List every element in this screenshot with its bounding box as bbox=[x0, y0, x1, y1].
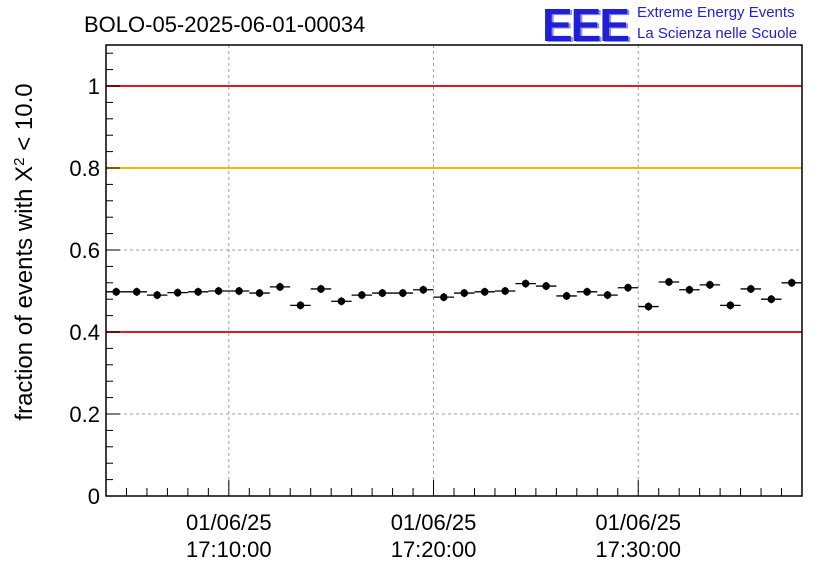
data-point bbox=[617, 283, 639, 292]
data-marker bbox=[480, 288, 489, 296]
y-axis-label-main: fraction of events with X bbox=[11, 166, 38, 421]
data-marker bbox=[767, 295, 776, 304]
data-marker bbox=[214, 287, 223, 295]
data-marker bbox=[235, 287, 243, 295]
data-point bbox=[208, 286, 229, 296]
y-tick-label: 0.4 bbox=[69, 320, 100, 345]
grid-layer bbox=[106, 45, 802, 496]
data-marker bbox=[276, 283, 284, 291]
data-marker bbox=[194, 288, 202, 296]
data-point bbox=[126, 287, 147, 296]
data-marker bbox=[132, 288, 141, 296]
data-marker bbox=[747, 285, 755, 293]
data-point bbox=[106, 287, 127, 296]
data-marker bbox=[439, 293, 448, 301]
data-marker bbox=[399, 289, 407, 297]
y-tick-label: 0.2 bbox=[69, 402, 100, 427]
data-point bbox=[290, 301, 311, 310]
plot-frame bbox=[105, 44, 803, 497]
data-marker bbox=[460, 289, 469, 297]
data-marker bbox=[726, 301, 735, 310]
data-marker bbox=[153, 291, 161, 299]
data-point bbox=[494, 286, 516, 296]
eee-logo-mark: EEE bbox=[542, 0, 630, 51]
data-marker bbox=[685, 285, 694, 294]
data-point bbox=[720, 301, 741, 310]
x-tick-label-date: 01/06/25 bbox=[186, 510, 272, 535]
eee-logo-line1: Extreme Energy Events bbox=[637, 4, 795, 21]
data-point bbox=[454, 288, 475, 298]
reference-lines bbox=[106, 85, 802, 333]
x-tick-label-time: 17:10:00 bbox=[186, 537, 272, 562]
data-point bbox=[761, 295, 782, 304]
data-point bbox=[597, 291, 618, 300]
data-marker bbox=[542, 282, 550, 290]
data-point bbox=[310, 284, 332, 294]
data-point bbox=[228, 286, 250, 296]
data-point bbox=[638, 302, 659, 311]
data-point bbox=[658, 277, 680, 287]
y-axis-label-sup: 2 bbox=[11, 157, 28, 165]
data-point bbox=[781, 278, 802, 287]
data-point bbox=[576, 287, 598, 296]
data-point bbox=[556, 291, 577, 301]
data-marker bbox=[603, 291, 612, 299]
data-marker bbox=[378, 289, 387, 297]
axes: 00.20.40.60.8101/06/2517:10:0001/06/2517… bbox=[69, 44, 803, 562]
y-tick-label: 1 bbox=[88, 74, 100, 99]
data-point bbox=[392, 288, 414, 298]
data-point bbox=[474, 287, 495, 296]
x-tick-label-date: 01/06/25 bbox=[595, 510, 681, 535]
data-marker bbox=[501, 287, 509, 295]
data-marker bbox=[644, 302, 653, 311]
data-marker bbox=[706, 281, 714, 289]
data-marker bbox=[521, 279, 530, 288]
y-tick-label: 0.6 bbox=[69, 238, 100, 263]
data-point bbox=[167, 288, 188, 297]
data-point bbox=[413, 285, 434, 294]
data-marker bbox=[173, 288, 182, 297]
data-marker bbox=[419, 285, 428, 294]
x-tick-label-time: 17:20:00 bbox=[391, 537, 477, 562]
data-marker bbox=[317, 285, 325, 293]
data-points bbox=[106, 277, 802, 311]
data-point bbox=[351, 291, 373, 300]
data-marker bbox=[787, 279, 796, 287]
data-point bbox=[372, 288, 393, 298]
data-marker bbox=[562, 292, 571, 300]
data-marker bbox=[296, 301, 305, 310]
x-tick-label-date: 01/06/25 bbox=[391, 510, 477, 535]
data-point bbox=[699, 280, 721, 289]
eee-logo-line2: La Scienza nelle Scuole bbox=[637, 25, 798, 42]
data-point bbox=[187, 287, 209, 296]
data-marker bbox=[255, 289, 264, 297]
y-axis-label: fraction of events with X2 < 10.0 bbox=[11, 83, 39, 420]
data-marker bbox=[624, 283, 632, 292]
y-tick-label: 0.8 bbox=[69, 156, 100, 181]
data-point bbox=[515, 279, 536, 288]
data-point bbox=[331, 297, 352, 306]
x-tick-label-time: 17:30:00 bbox=[595, 537, 681, 562]
data-point bbox=[269, 282, 291, 291]
y-tick-label: 0 bbox=[88, 484, 100, 509]
data-marker bbox=[583, 288, 591, 296]
data-point bbox=[249, 288, 270, 298]
y-axis-label-tail: < 10.0 bbox=[11, 83, 38, 157]
data-marker bbox=[665, 278, 673, 286]
data-marker bbox=[112, 288, 121, 296]
data-point bbox=[535, 281, 557, 291]
data-point bbox=[146, 291, 168, 300]
data-marker bbox=[358, 291, 366, 299]
data-point bbox=[433, 293, 454, 302]
run-title: BOLO-05-2025-06-01-00034 bbox=[84, 12, 366, 37]
data-marker bbox=[337, 297, 346, 306]
data-point bbox=[740, 284, 762, 294]
data-point bbox=[679, 285, 700, 294]
